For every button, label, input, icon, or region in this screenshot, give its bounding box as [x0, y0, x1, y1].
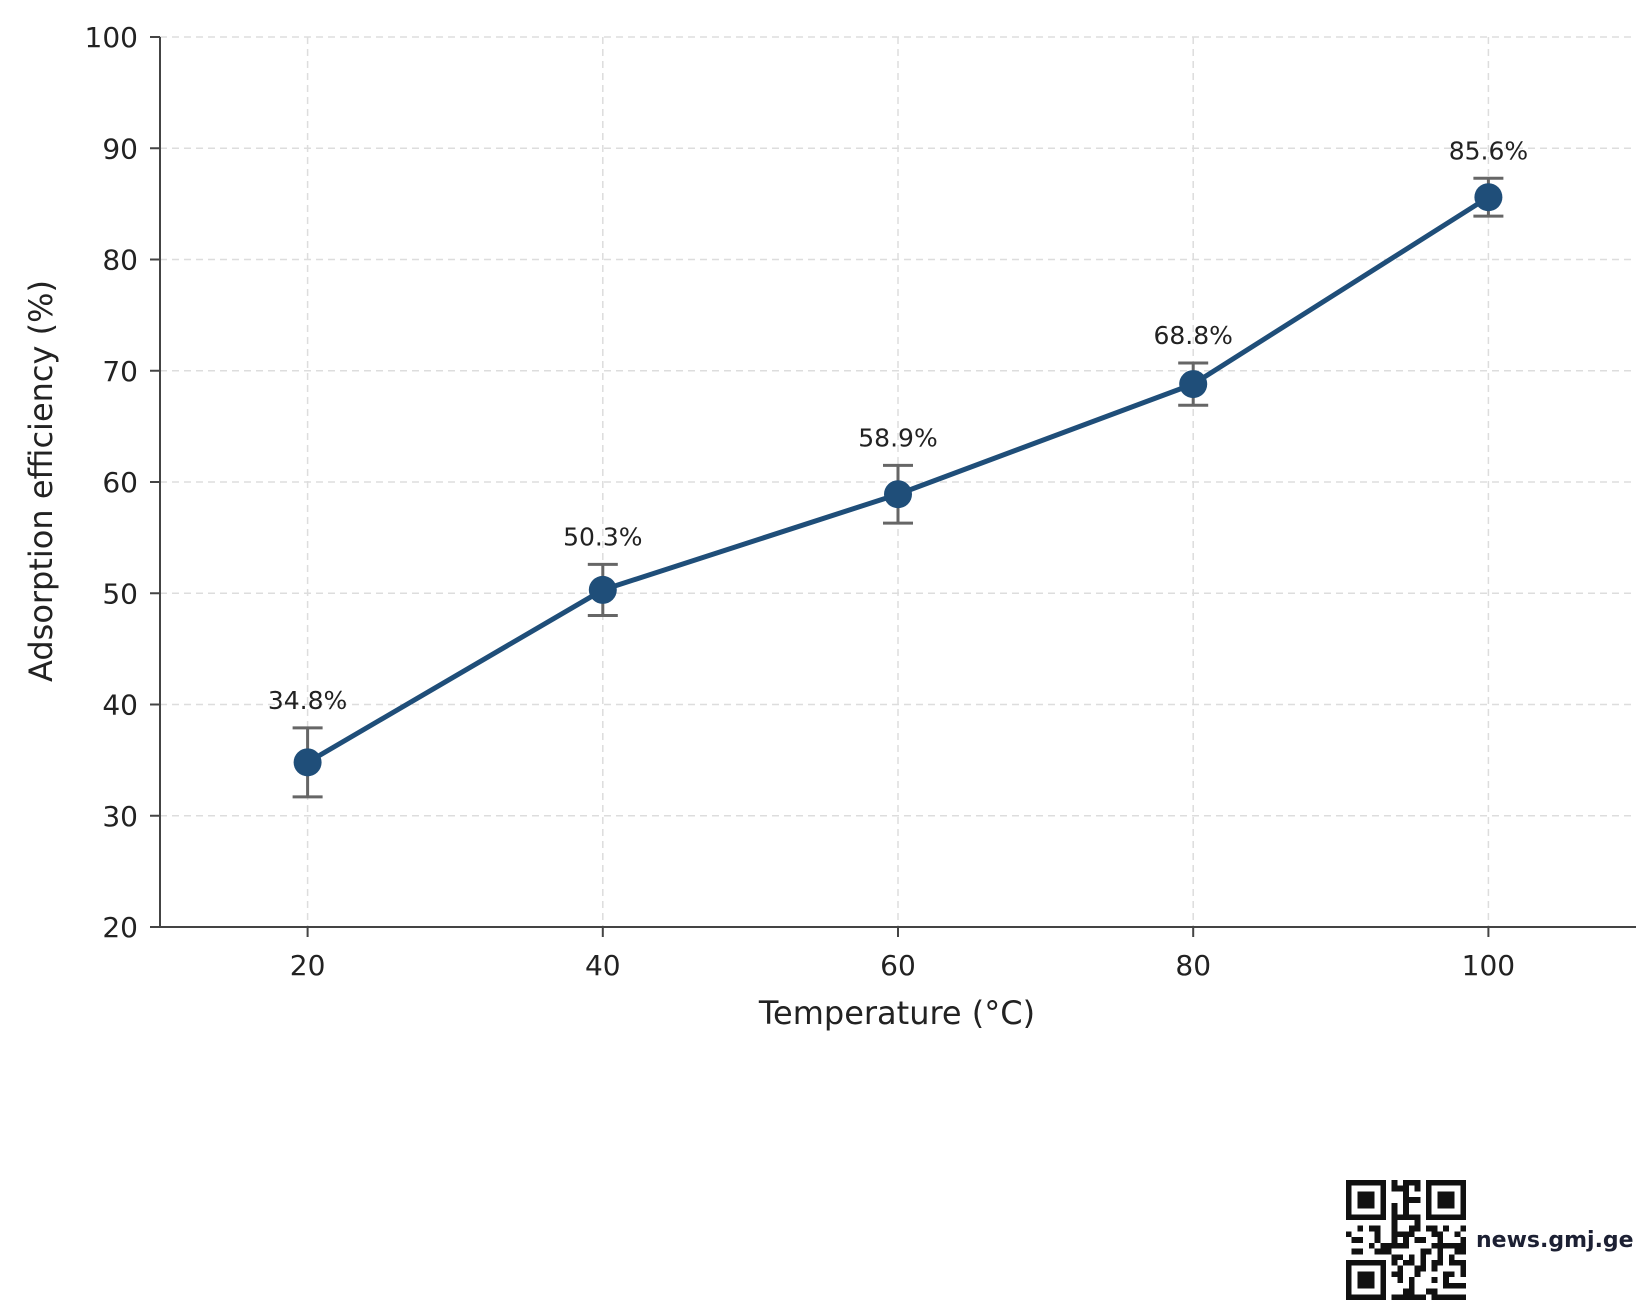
data-label: 58.9%: [858, 423, 937, 452]
x-tick-label: 20: [290, 949, 326, 982]
x-tick-label: 80: [1175, 949, 1211, 982]
y-tick-label: 80: [102, 244, 138, 277]
data-labels: 34.8% 50.3% 58.9% 68.8% 85.6%: [268, 136, 1528, 715]
y-tick-label: 100: [85, 21, 138, 54]
data-point: [1474, 183, 1503, 212]
footer: news.gmj.ge: [1346, 1180, 1634, 1300]
qr-code-icon: [1346, 1180, 1466, 1300]
data-point: [293, 748, 322, 777]
ticks: 20 30 40 50 60 70 80 90 100 20 40 60 80 100: [85, 21, 1516, 982]
data-label: 85.6%: [1449, 136, 1528, 165]
x-tick-label: 60: [880, 949, 916, 982]
data-point: [1179, 370, 1208, 399]
y-tick-label: 90: [102, 132, 138, 165]
data-point: [884, 480, 912, 509]
data-point: [588, 575, 617, 604]
data-label: 68.8%: [1153, 321, 1232, 350]
y-tick-label: 40: [102, 689, 138, 722]
x-tick-label: 100: [1462, 949, 1515, 982]
data-label: 50.3%: [563, 522, 642, 551]
y-axis-title: Adsorption efficiency (%): [22, 280, 60, 682]
y-tick-label: 30: [102, 800, 138, 833]
y-tick-label: 70: [102, 355, 138, 388]
data-label: 34.8%: [268, 686, 347, 715]
y-tick-label: 20: [102, 911, 138, 944]
series: [292, 176, 1504, 799]
x-tick-label: 40: [585, 949, 621, 982]
x-axis-title: Temperature (°C): [758, 994, 1035, 1032]
y-tick-label: 50: [102, 577, 138, 610]
source-text: news.gmj.ge: [1476, 1227, 1634, 1253]
y-tick-label: 60: [102, 466, 138, 499]
